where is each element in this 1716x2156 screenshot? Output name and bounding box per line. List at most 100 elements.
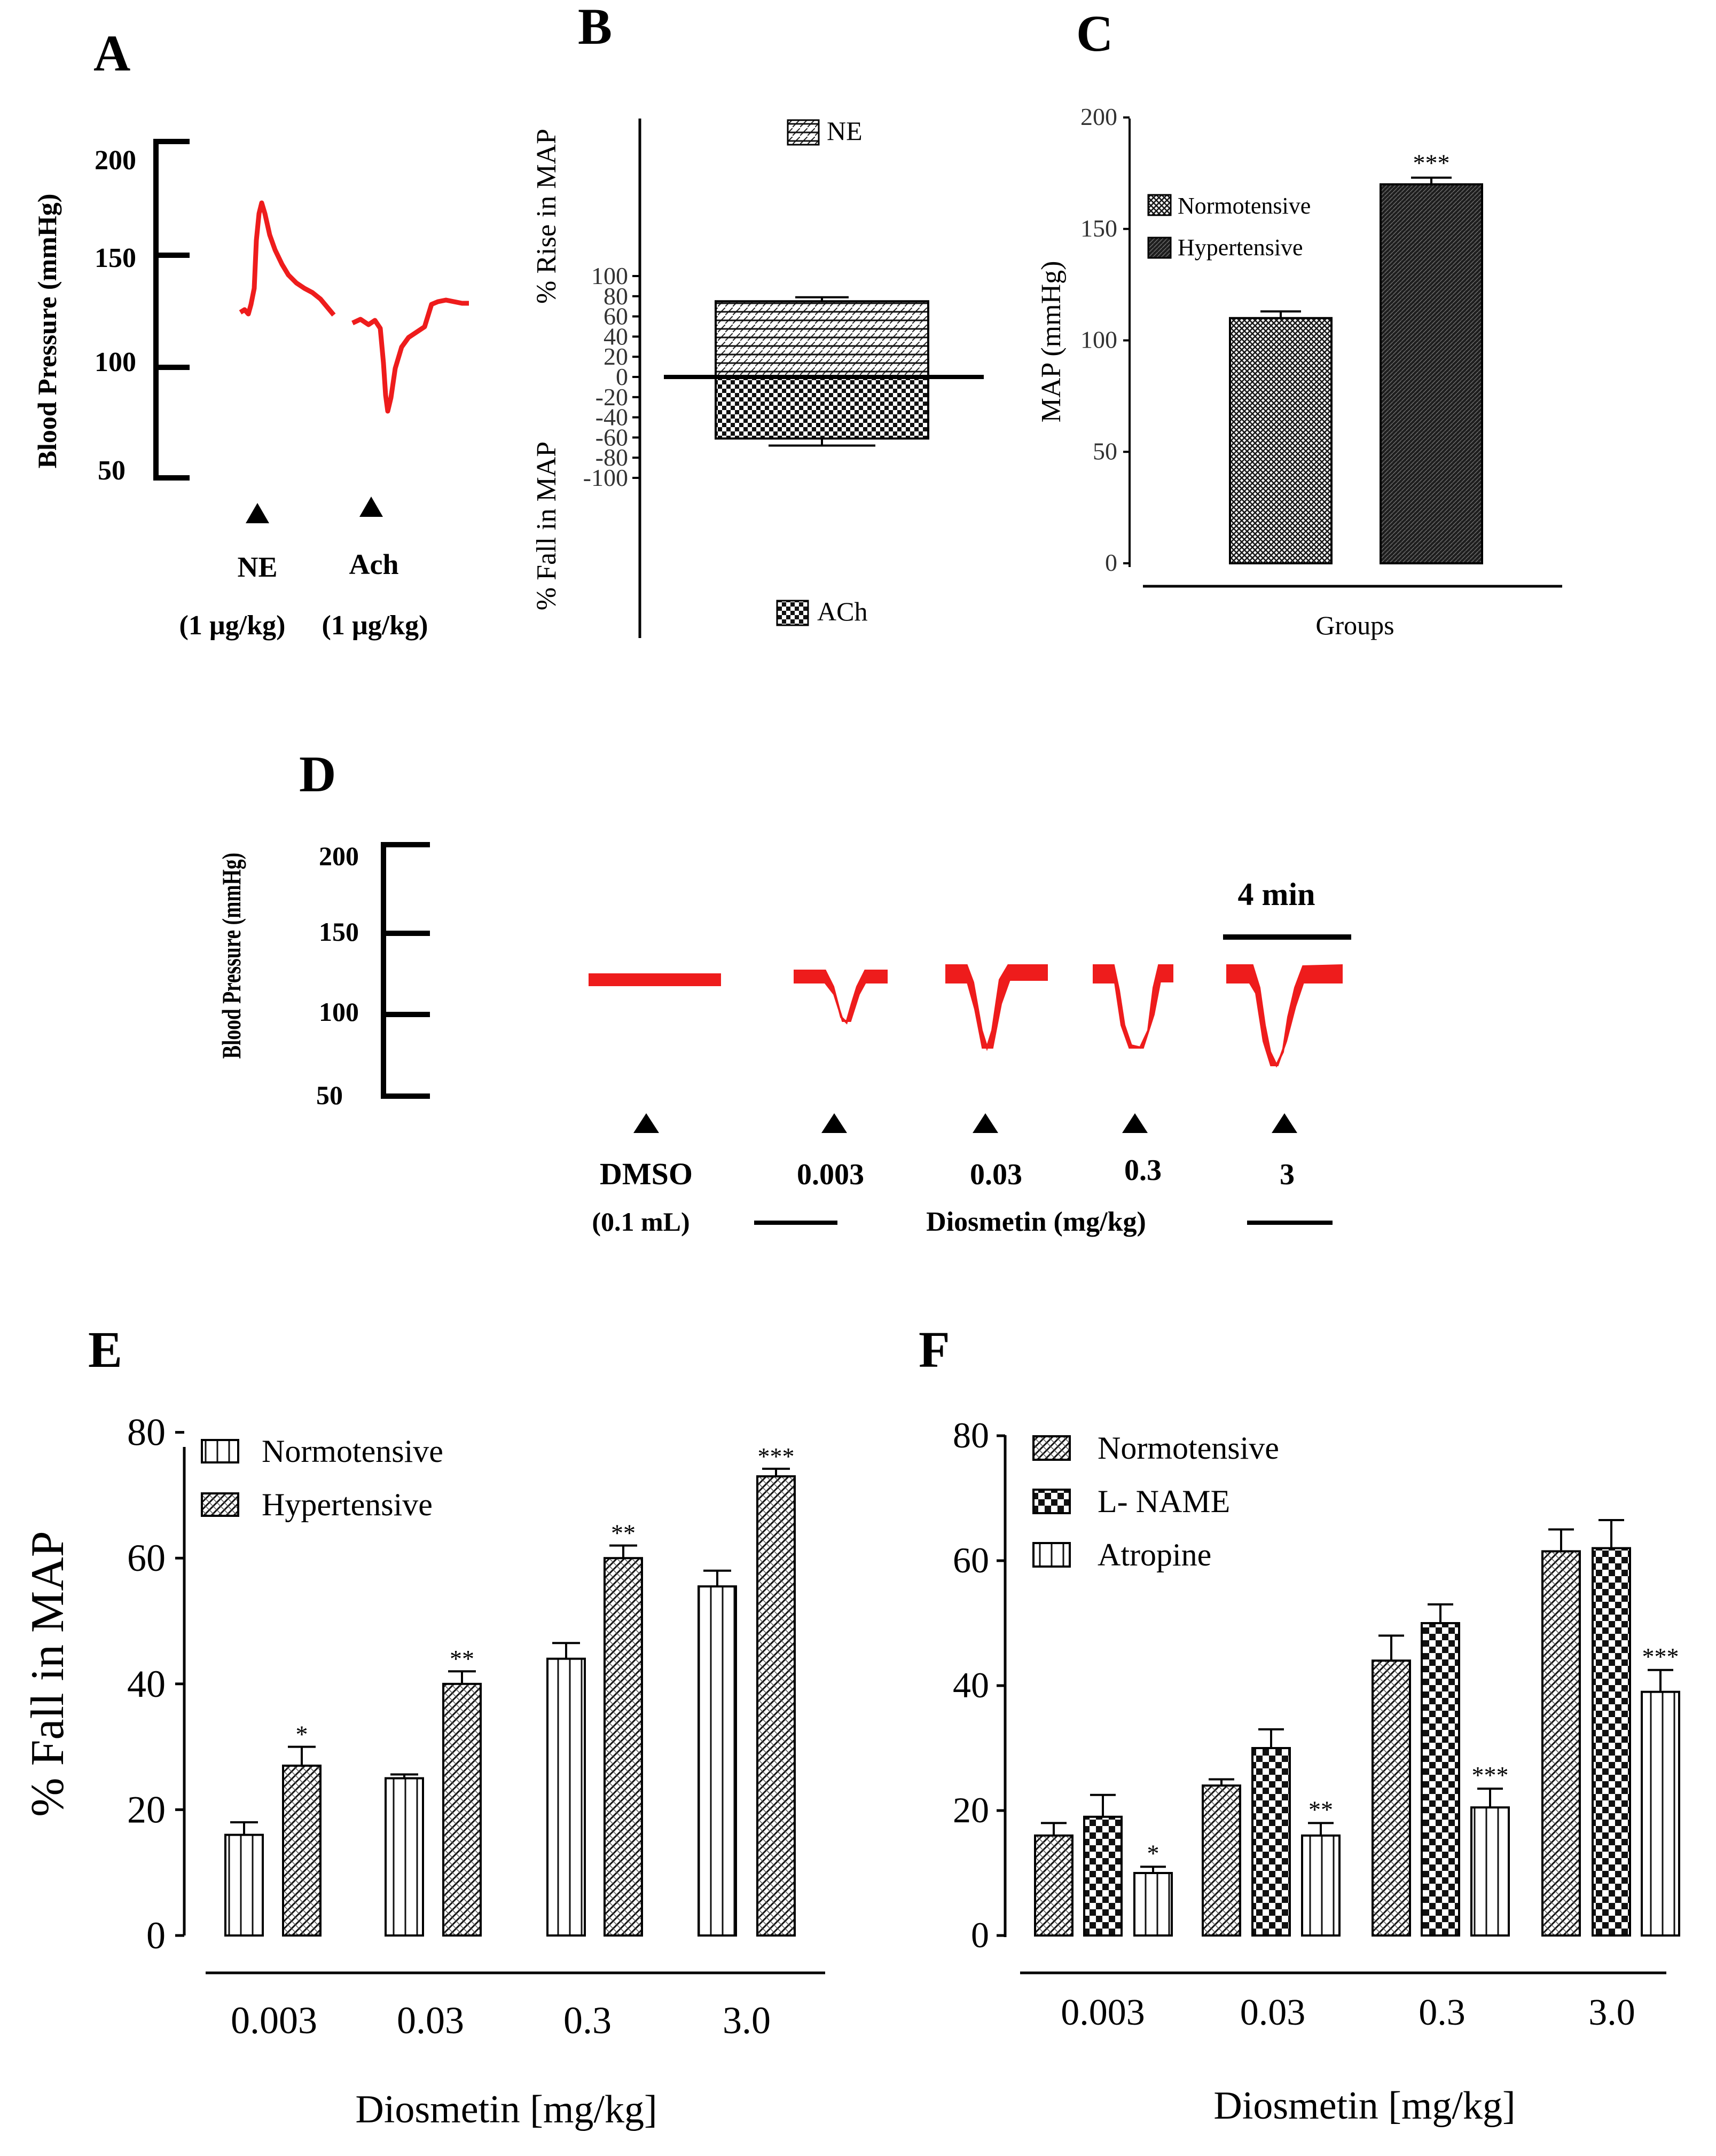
panel-c-significance: *** [1413, 149, 1450, 177]
panel-e-letter: E [88, 1321, 122, 1378]
panel-e-tick-label: 40 [127, 1663, 166, 1705]
panel-d-dose-arrows [633, 1113, 1297, 1133]
panel-b-tick-label: -100 [583, 464, 628, 491]
panel-a-arrow-ne [246, 503, 269, 523]
panel-d-dose-03: 0.3 [1124, 1154, 1162, 1187]
panel-c-tick-label: 150 [1080, 215, 1117, 242]
panel-e-significance: *** [758, 1443, 795, 1470]
panel-d-drug-label: Diosmetin (mg/kg) [926, 1207, 1146, 1237]
panel-f-x-labels: 0.003 0.03 0.3 3.0 [1061, 1992, 1635, 2033]
panel-a-ach-label: Ach [349, 548, 399, 580]
panel-a: A Blood Pressure (mmHg) 200 150 100 50 N… [32, 25, 469, 641]
panel-f-legend-lname: L- NAME [1098, 1484, 1230, 1519]
panel-f-tick-label: 0 [971, 1915, 989, 1955]
panel-a-scale-bar [153, 139, 190, 481]
panel-b-bar-ne [715, 300, 929, 378]
panel-a-tick-200: 200 [95, 145, 136, 176]
panel-b: B % Rise in MAP % Fall in MAP 1008060402… [531, 0, 984, 638]
panel-f-bar-normo [1372, 1659, 1411, 1937]
panel-e-legend-normo: Normotensive [262, 1434, 443, 1469]
panel-d-arrow-3 [1272, 1113, 1297, 1133]
panel-f-tick-label: 20 [953, 1790, 989, 1830]
panel-f-legend-swatch-atropine [1032, 1542, 1071, 1568]
panel-d-arrow-0003 [821, 1113, 847, 1133]
panel-d-trace-dose-3 [1093, 964, 1173, 1049]
panel-e-legend-swatch-normo [201, 1439, 239, 1463]
panel-f-letter: F [919, 1321, 950, 1378]
panel-a-trace-ne [239, 200, 336, 317]
panel-f-y-ticks: 0 20 40 60 80 [953, 1415, 1005, 1955]
panel-f-bar-atropine [1301, 1834, 1341, 1937]
panel-d-time-scale-label: 4 min [1237, 877, 1315, 912]
panel-c-legend-swatch-hyper [1147, 237, 1172, 259]
panel-a-tick-150: 150 [95, 243, 136, 273]
panel-f-bar-lname [1251, 1747, 1291, 1937]
panel-c-letter: C [1076, 5, 1113, 62]
panel-e-tick-label: 60 [127, 1537, 166, 1579]
panel-f-bar-atropine [1133, 1872, 1173, 1937]
panel-d-dose-dmso: DMSO [600, 1156, 693, 1191]
panel-c-legend-hyper: Hypertensive [1178, 234, 1303, 261]
panel-c-x-title: Groups [1315, 610, 1394, 640]
panel-b-tick-label: 80 [604, 282, 628, 310]
panel-f-significance: *** [1642, 1643, 1679, 1670]
panel-e-tick-label: 20 [127, 1788, 166, 1831]
panel-d-arrow-03 [1122, 1113, 1148, 1133]
panel-c-y-title: MAP (mmHg) [1036, 261, 1067, 423]
panel-d-dose-3: 3 [1280, 1158, 1295, 1191]
panel-f-legend: Normotensive L- NAME Atropine [1032, 1430, 1279, 1572]
panel-e-bars: ******** [224, 1443, 796, 1937]
panel-e-significance: * [296, 1721, 308, 1748]
panel-b-tick-label: 20 [604, 343, 628, 370]
panel-d-tick-50: 50 [316, 1080, 343, 1110]
panel-b-legend-ne: NE [827, 116, 863, 146]
panel-a-letter: A [93, 25, 130, 82]
panel-c-legend-swatch-normo [1147, 194, 1172, 216]
panel-f-legend-normo: Normotensive [1098, 1430, 1279, 1466]
panel-f-bar-atropine [1470, 1806, 1510, 1937]
panel-e-significance: ** [450, 1645, 474, 1672]
panel-f-significance: * [1147, 1839, 1159, 1867]
panel-d-trace-dose-2 [945, 964, 1048, 1051]
panel-b-tick-label: -20 [595, 383, 628, 411]
panel-e-tick-label: 80 [127, 1411, 166, 1454]
panel-a-tick-50: 50 [98, 455, 126, 486]
panel-e-y-title: % Fall in MAP [22, 1531, 74, 1816]
panel-b-legend-swatch-ne [787, 119, 820, 146]
panel-c-y-ticks: 200 150 100 50 0 [1080, 103, 1130, 576]
panel-b-y-title-top: % Rise in MAP [531, 129, 562, 304]
panel-d-letter: D [299, 745, 336, 802]
panel-f-bar-normo [1034, 1834, 1074, 1937]
panel-f-legend-atropine: Atropine [1098, 1537, 1211, 1572]
panel-f-bar-normo [1541, 1550, 1581, 1937]
panel-e-significance: ** [611, 1520, 636, 1547]
panel-d-trace-dose-4 [1226, 964, 1343, 1068]
panel-c-tick-label: 50 [1093, 437, 1117, 465]
panel-e-bar-hyper [756, 1475, 796, 1937]
panel-f-x-label: 0.003 [1061, 1992, 1145, 2033]
panel-f-x-label: 0.3 [1419, 1992, 1466, 2033]
panel-c-bars: *** [1229, 149, 1483, 564]
panel-f-bar-lname [1083, 1815, 1123, 1937]
panel-b-tick-label: 60 [604, 303, 628, 330]
panel-d-y-title: Blood Pressure (mmHg) [217, 853, 246, 1059]
panel-f-bars: ********* [1034, 1518, 1680, 1937]
panel-f-tick-label: 40 [953, 1665, 989, 1705]
panel-b-tick-label: -60 [595, 423, 628, 451]
panel-c: C MAP (mmHg) 200 150 100 50 0 *** Groups Nor… [1036, 5, 1562, 640]
panel-d-arrow-003 [973, 1113, 998, 1133]
panel-e-x-label: 0.3 [563, 1999, 612, 2042]
panel-e-legend: Normotensive Hypertensive [201, 1434, 443, 1522]
panel-e-bar-normo [698, 1585, 737, 1937]
panel-e-x-labels: 0.003 0.03 0.3 3.0 [231, 1999, 771, 2042]
panel-d-vehicle-dose: (0.1 mL) [592, 1207, 689, 1237]
panel-b-y-title-bottom: % Fall in MAP [531, 442, 562, 610]
panel-f-bar-lname [1421, 1622, 1460, 1937]
panel-a-tick-100: 100 [95, 347, 136, 377]
panel-c-bar-normo [1229, 317, 1333, 564]
panel-d-scale-bar [381, 842, 430, 1099]
panel-e-legend-swatch-hyper [201, 1492, 239, 1517]
panel-b-bar-ach [715, 376, 929, 440]
